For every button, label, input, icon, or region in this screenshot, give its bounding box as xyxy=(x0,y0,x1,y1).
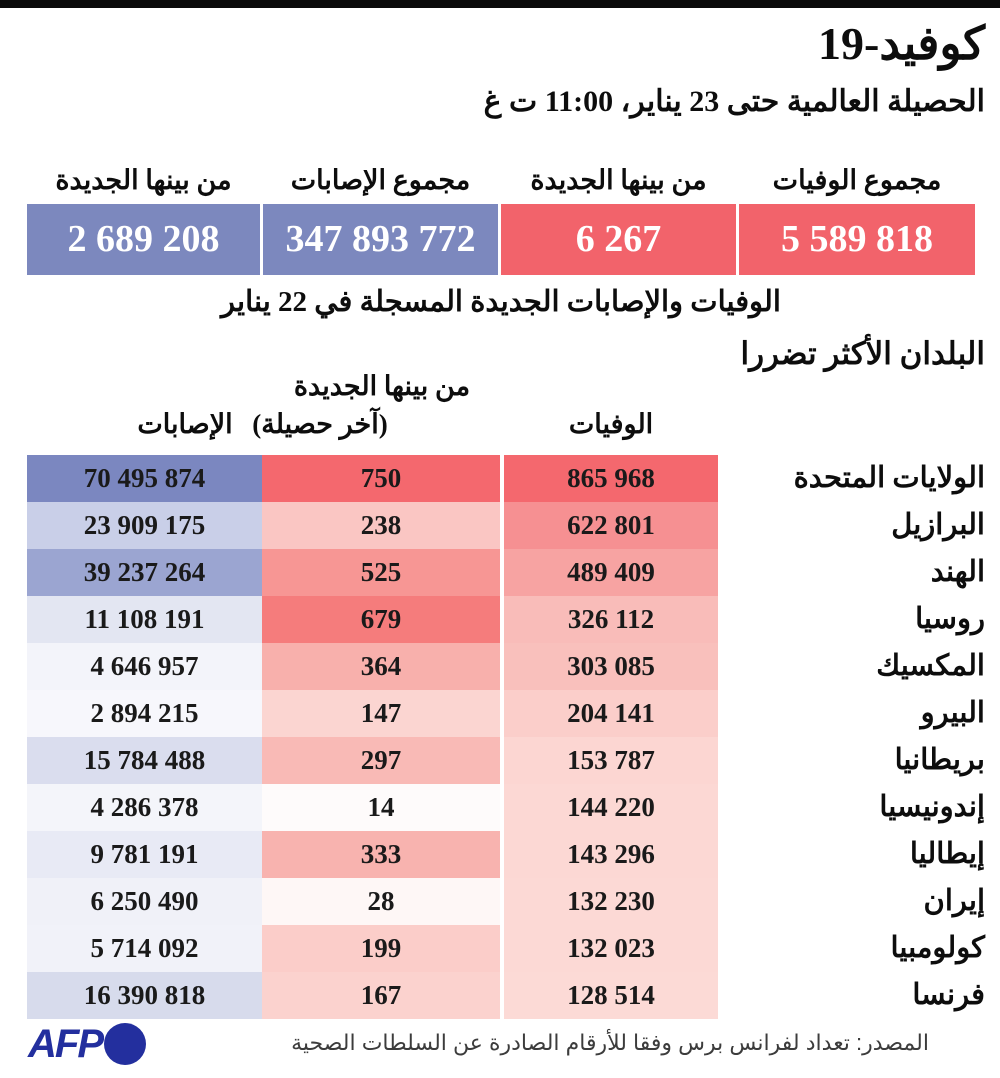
summary-header-total-cases: مجموع الإصابات xyxy=(290,165,471,195)
table-row: 4 286 378 14 144 220 إندونيسيا xyxy=(0,784,1000,831)
cases-cell: 4 646 957 xyxy=(27,643,262,690)
country-label: بريطانيا xyxy=(894,744,985,776)
country-label: إندونيسيا xyxy=(879,791,985,823)
new-cell: 679 xyxy=(262,596,500,643)
source-note: المصدر: تعداد لفرانس برس وفقا للأرقام ال… xyxy=(291,1030,929,1055)
column-header-deaths: الوفيات xyxy=(568,409,654,439)
country-label: إيطاليا xyxy=(909,838,985,870)
new-cell: 14 xyxy=(262,784,500,831)
deaths-cell: 143 296 xyxy=(504,831,718,878)
cases-cell: 6 250 490 xyxy=(27,878,262,925)
cases-cell: 4 286 378 xyxy=(27,784,262,831)
new-cell: 525 xyxy=(262,549,500,596)
deaths-cell: 489 409 xyxy=(504,549,718,596)
summary-header-new-deaths: من بينها الجديدة xyxy=(530,165,707,195)
country-label: فرنسا xyxy=(912,979,985,1011)
new-cell: 333 xyxy=(262,831,500,878)
country-label: الولايات المتحدة xyxy=(793,462,985,494)
new-cell: 750 xyxy=(262,455,500,502)
deaths-cell: 132 230 xyxy=(504,878,718,925)
cases-cell: 2 894 215 xyxy=(27,690,262,737)
page-subtitle: الحصيلة العالمية حتى 23 يناير، 11:00 ت غ xyxy=(483,85,985,118)
country-label: البرازيل xyxy=(891,509,985,541)
cases-cell: 23 909 175 xyxy=(27,502,262,549)
new-cell: 238 xyxy=(262,502,500,549)
summary-note: الوفيات والإصابات الجديدة المسجلة في 22 … xyxy=(221,286,781,318)
table-row: 2 894 215 147 204 141 البيرو xyxy=(0,690,1000,737)
country-table: 70 495 874 750 865 968 الولايات المتحدة … xyxy=(0,455,1000,1019)
column-header-cases: الإصابات xyxy=(137,409,233,439)
table-row: 9 781 191 333 143 296 إيطاليا xyxy=(0,831,1000,878)
country-label: روسيا xyxy=(915,603,985,635)
new-cell: 147 xyxy=(262,690,500,737)
summary-value-total-cases: 347 893 772 xyxy=(263,204,498,275)
deaths-cell: 326 112 xyxy=(504,596,718,643)
cases-cell: 39 237 264 xyxy=(27,549,262,596)
cases-cell: 15 784 488 xyxy=(27,737,262,784)
table-row: 6 250 490 28 132 230 إيران xyxy=(0,878,1000,925)
table-row: 15 784 488 297 153 787 بريطانيا xyxy=(0,737,1000,784)
column-header-new-line1: من بينها الجديدة xyxy=(293,371,471,401)
deaths-cell: 622 801 xyxy=(504,502,718,549)
column-header-new-line2: (آخر حصيلة) xyxy=(252,409,388,439)
new-cell: 167 xyxy=(262,972,500,1019)
summary-header-new-cases: من بينها الجديدة xyxy=(55,165,232,195)
table-row: 70 495 874 750 865 968 الولايات المتحدة xyxy=(0,455,1000,502)
new-cell: 199 xyxy=(262,925,500,972)
table-row: 5 714 092 199 132 023 كولومبيا xyxy=(0,925,1000,972)
cases-cell: 5 714 092 xyxy=(27,925,262,972)
afp-logo-circle-icon xyxy=(104,1023,146,1065)
afp-logo-text: AFP xyxy=(28,1022,104,1066)
afp-logo: AFP xyxy=(28,1022,146,1066)
section-title: البلدان الأكثر تضررا xyxy=(740,336,985,371)
table-row: 4 646 957 364 303 085 المكسيك xyxy=(0,643,1000,690)
cases-cell: 70 495 874 xyxy=(27,455,262,502)
cases-cell: 9 781 191 xyxy=(27,831,262,878)
table-row: 11 108 191 679 326 112 روسيا xyxy=(0,596,1000,643)
deaths-cell: 144 220 xyxy=(504,784,718,831)
deaths-cell: 128 514 xyxy=(504,972,718,1019)
country-label: الهند xyxy=(930,556,985,588)
top-accent-bar xyxy=(0,0,1000,8)
summary-header-total-deaths: مجموع الوفيات xyxy=(772,165,942,195)
new-cell: 364 xyxy=(262,643,500,690)
table-row: 16 390 818 167 128 514 فرنسا xyxy=(0,972,1000,1019)
country-label: كولومبيا xyxy=(890,932,985,964)
new-cell: 297 xyxy=(262,737,500,784)
country-label: إيران xyxy=(923,885,985,917)
deaths-cell: 204 141 xyxy=(504,690,718,737)
page-title: كوفيد-19 xyxy=(818,18,985,69)
table-row: 23 909 175 238 622 801 البرازيل xyxy=(0,502,1000,549)
cases-cell: 11 108 191 xyxy=(27,596,262,643)
table-row: 39 237 264 525 489 409 الهند xyxy=(0,549,1000,596)
country-label: البيرو xyxy=(920,697,985,729)
country-label: المكسيك xyxy=(876,650,985,682)
deaths-cell: 303 085 xyxy=(504,643,718,690)
deaths-cell: 132 023 xyxy=(504,925,718,972)
deaths-cell: 865 968 xyxy=(504,455,718,502)
summary-value-new-cases: 2 689 208 xyxy=(27,204,260,275)
summary-value-new-deaths: 6 267 xyxy=(501,204,736,275)
deaths-cell: 153 787 xyxy=(504,737,718,784)
summary-value-total-deaths: 5 589 818 xyxy=(739,204,975,275)
new-cell: 28 xyxy=(262,878,500,925)
cases-cell: 16 390 818 xyxy=(27,972,262,1019)
